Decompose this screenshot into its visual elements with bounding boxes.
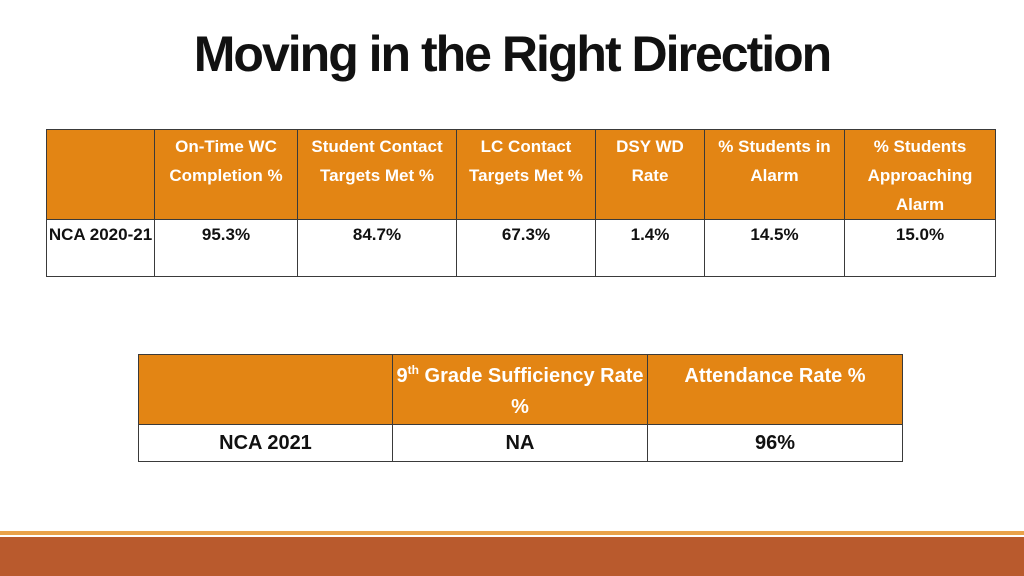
header-cell-blank <box>46 129 155 220</box>
footer-accent-line <box>0 531 1024 535</box>
table-row: NCA 2021 NA 96% <box>138 424 903 462</box>
row-label: NCA 2020-21 <box>46 219 155 277</box>
header-attendance-rate: Attendance Rate % <box>647 354 903 425</box>
cell-lc-contact: 67.3% <box>456 219 596 277</box>
header-lc-contact: LC Contact Targets Met % <box>456 129 596 220</box>
footer-bar <box>0 537 1024 576</box>
header-ontime-wc: On-Time WC Completion % <box>154 129 298 220</box>
header-cell-blank <box>138 354 393 425</box>
table-header-row: 9th Grade Sufficiency Rate % Attendance … <box>138 354 903 425</box>
grade-header-rest: Grade Sufficiency Rate % <box>418 365 644 418</box>
header-dsy-wd-rate: DSY WD Rate <box>595 129 705 220</box>
grade-attendance-table: 9th Grade Sufficiency Rate % Attendance … <box>138 354 903 462</box>
table-row: NCA 2020-21 95.3% 84.7% 67.3% 1.4% 14.5%… <box>46 219 996 277</box>
cell-dsy-wd-rate: 1.4% <box>595 219 705 277</box>
cell-ontime-wc: 95.3% <box>154 219 298 277</box>
grade-number: 9 <box>396 365 408 387</box>
cell-student-contact: 84.7% <box>297 219 457 277</box>
metrics-table: On-Time WC Completion % Student Contact … <box>46 129 996 277</box>
cell-students-approaching: 15.0% <box>844 219 996 277</box>
cell-students-alarm: 14.5% <box>704 219 845 277</box>
cell-attendance-rate: 96% <box>647 424 903 462</box>
page-title: Moving in the Right Direction <box>193 26 832 82</box>
header-students-approaching: % Students Approaching Alarm <box>844 129 996 220</box>
grade-ordinal-suffix: th <box>407 363 419 377</box>
header-grade-sufficiency: 9th Grade Sufficiency Rate % <box>392 354 648 425</box>
header-student-contact: Student Contact Targets Met % <box>297 129 457 220</box>
table-header-row: On-Time WC Completion % Student Contact … <box>46 129 996 220</box>
cell-grade-sufficiency: NA <box>392 424 648 462</box>
header-students-alarm: % Students in Alarm <box>704 129 845 220</box>
row-label: NCA 2021 <box>138 424 393 462</box>
